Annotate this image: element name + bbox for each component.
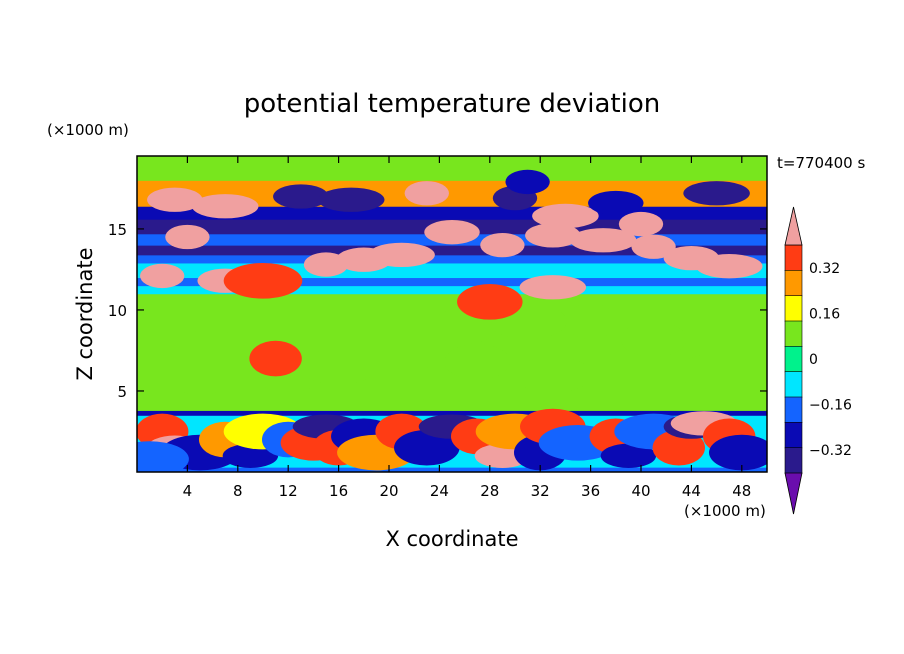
colorbar-segment (784, 396, 803, 423)
contour-cell (191, 194, 259, 219)
colorbar-segment (784, 422, 803, 449)
contour-cell (140, 263, 185, 289)
y-tick-label: 15 (108, 221, 127, 239)
x-tick-label: 36 (581, 482, 600, 500)
x-tick-label: 24 (430, 482, 449, 500)
y-tick-label: 5 (117, 383, 127, 401)
x-axis: 4 8 12 16 20 24 28 32 36 40 44 48 (183, 156, 751, 500)
contour-cell (505, 169, 550, 195)
colorbar-label: 0.16 (809, 306, 840, 322)
x-tick-label: 44 (682, 482, 701, 500)
chart-title: potential temperature deviation (244, 89, 660, 119)
colorbar-label: 0.32 (809, 261, 840, 277)
contour-band (137, 277, 767, 287)
contour-cell (147, 187, 203, 212)
contour-cell (564, 303, 617, 340)
contour-band (137, 410, 767, 416)
contour-cell (424, 220, 480, 245)
colorbar-label: −0.16 (809, 398, 852, 414)
x-tick-label: 12 (279, 482, 298, 500)
contour-band (137, 156, 767, 181)
contour-cell (165, 224, 210, 250)
contour-cell (480, 232, 525, 258)
time-label: t=770400 s (777, 154, 865, 172)
colorbar-segment (784, 295, 803, 322)
contour-cell (618, 211, 664, 237)
colorbar-segment (784, 371, 803, 398)
contour-cell (677, 353, 756, 390)
colorbar-label: −0.32 (809, 443, 852, 459)
contour-cell (709, 434, 767, 471)
contour-cell (588, 190, 644, 216)
x-tick-label: 28 (480, 482, 499, 500)
x-tick-label: 48 (732, 482, 751, 500)
plot-frame (136, 155, 768, 473)
contour-cell (223, 262, 303, 299)
contour-band (137, 285, 767, 295)
contour-cell (173, 360, 227, 396)
contour-band (137, 245, 767, 256)
contour-cell (519, 275, 587, 300)
contour-cell (457, 284, 523, 320)
contour-cell (695, 254, 763, 279)
contour-cell (222, 443, 279, 468)
y-tick-label: 10 (108, 302, 127, 320)
contour-cell (299, 348, 378, 385)
y-axis-label: Z coordinate (73, 247, 97, 380)
contour-cell (394, 429, 460, 466)
contour-cell (620, 321, 687, 357)
colorbar-segment (784, 270, 803, 297)
contour-band (137, 467, 767, 472)
contour-cell (387, 365, 441, 401)
x-unit-label: (×1000 m) (684, 502, 766, 520)
colorbar-segment (784, 447, 803, 474)
contour-cell (600, 443, 657, 468)
contour-cell (317, 187, 385, 212)
x-tick-label: 40 (631, 482, 650, 500)
colorbar-max-triangle (784, 206, 803, 246)
plot-area (137, 156, 767, 472)
contour-cell (631, 234, 676, 259)
y-unit-label: (×1000 m) (47, 121, 129, 139)
contour-band (137, 254, 767, 264)
contour-cell (652, 429, 706, 466)
x-tick-label: 4 (183, 482, 193, 500)
colorbar-segment (784, 244, 803, 271)
x-tick-label: 20 (379, 482, 398, 500)
colorbar-min-triangle (784, 472, 803, 515)
x-tick-label: 8 (233, 482, 243, 500)
contour-cell (186, 300, 239, 336)
contour-cell (525, 223, 581, 248)
contour-cell (569, 228, 637, 253)
y-axis: 5 10 15 (108, 221, 767, 401)
contour-cell (513, 356, 593, 393)
colorbar: 0.32 0.16 0 −0.16 −0.32 (784, 206, 852, 515)
x-tick-label: 16 (329, 482, 348, 500)
colorbar-label: 0 (809, 352, 818, 368)
colorbar-segment (784, 320, 803, 347)
contour-cell (404, 181, 449, 206)
contour-cell (532, 203, 599, 229)
contour-cell (683, 181, 750, 206)
contour-cell (137, 441, 189, 472)
colorbar-segment (784, 346, 803, 373)
x-tick-label: 32 (531, 482, 550, 500)
contour-cell (273, 184, 329, 209)
contour-cell (368, 242, 435, 268)
contour-cell (444, 343, 510, 380)
contour-cell (249, 340, 302, 377)
x-axis-label: X coordinate (385, 527, 518, 551)
